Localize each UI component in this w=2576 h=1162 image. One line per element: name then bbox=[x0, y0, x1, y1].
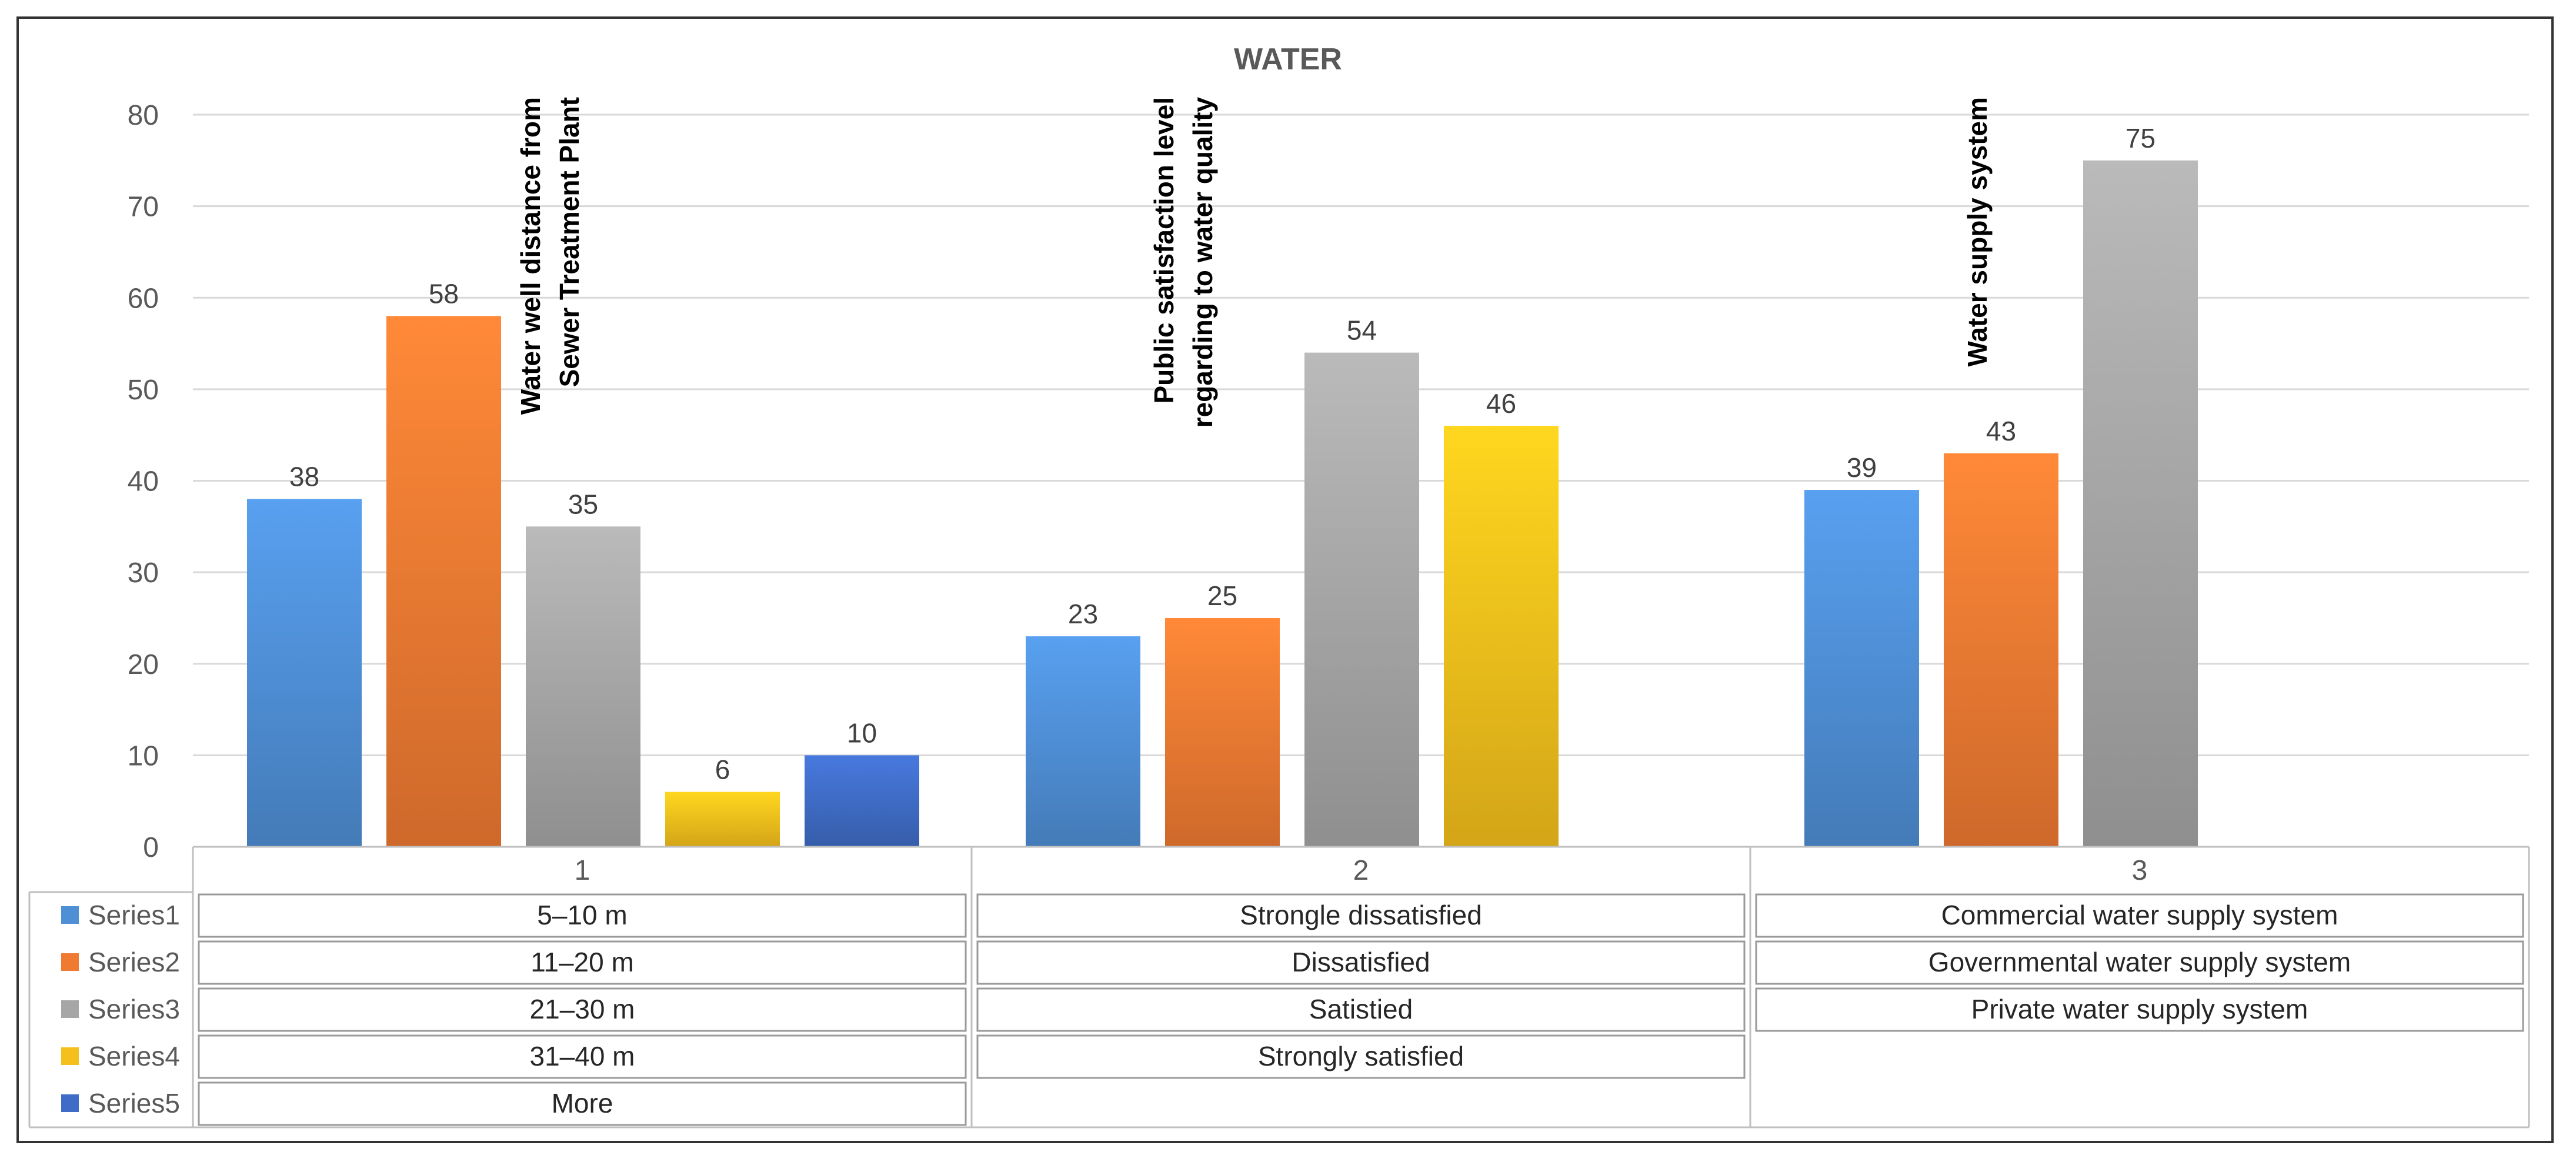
table-cell-box bbox=[976, 940, 1746, 985]
table-cell-box bbox=[198, 987, 967, 1032]
bar-series3-cat3 bbox=[2083, 160, 2198, 847]
annotation-cat3: Water supply system bbox=[1962, 97, 1993, 366]
table-cell: Private water supply system bbox=[1971, 994, 2308, 1024]
table-cell: Strongle dissatisfied bbox=[1240, 900, 1482, 930]
legend-key-series1 bbox=[61, 906, 79, 924]
legend-key-series3 bbox=[61, 1000, 79, 1018]
table-cell-box bbox=[976, 893, 1746, 938]
y-tick-label: 20 bbox=[128, 649, 159, 680]
table-cell: Governmental water supply system bbox=[1928, 947, 2351, 977]
bar-series5-cat1 bbox=[805, 755, 919, 847]
table-cell-box bbox=[198, 940, 967, 985]
bar-series4-cat2 bbox=[1444, 426, 1559, 847]
category-label: 3 bbox=[2132, 855, 2148, 886]
bar-series2-cat3 bbox=[1944, 453, 2058, 847]
data-label: 39 bbox=[1847, 452, 1877, 483]
y-tick-label: 70 bbox=[128, 192, 159, 223]
legend-series-name: Series5 bbox=[88, 1088, 180, 1118]
legend-series-name: Series4 bbox=[88, 1041, 180, 1071]
table-cell: 21–30 m bbox=[529, 994, 635, 1024]
annotation-line: Public satisfaction level bbox=[1149, 97, 1179, 404]
data-label: 6 bbox=[715, 754, 730, 785]
table-cell-box bbox=[198, 1034, 967, 1079]
legend-key-series4 bbox=[61, 1047, 79, 1065]
category-label: 2 bbox=[1353, 855, 1369, 886]
annotation-line: Water well distance from bbox=[515, 97, 546, 415]
category-label: 1 bbox=[575, 855, 590, 886]
table-cell: Strongly satisfied bbox=[1258, 1041, 1464, 1071]
bar-series1-cat2 bbox=[1026, 636, 1140, 847]
table-cell: Commercial water supply system bbox=[1941, 900, 2338, 930]
table-cell: 31–40 m bbox=[529, 1041, 635, 1071]
annotation-line: Sewer Treatment Plant bbox=[554, 97, 585, 387]
annotation-line: Water supply system bbox=[1962, 97, 1993, 366]
y-tick-label: 60 bbox=[128, 283, 159, 314]
data-label: 54 bbox=[1347, 315, 1377, 346]
bar-series1-cat1 bbox=[247, 499, 362, 847]
chart-title: WATER bbox=[1234, 42, 1342, 76]
table-cell-box bbox=[1755, 893, 2524, 938]
table-cell-box bbox=[1755, 940, 2524, 985]
y-tick-label: 80 bbox=[128, 100, 159, 131]
table-cell-box bbox=[198, 1081, 967, 1126]
bar-series1-cat3 bbox=[1804, 490, 1919, 847]
table-cell: 11–20 m bbox=[530, 947, 634, 977]
bars bbox=[247, 160, 2198, 847]
annotations: Water well distance from Sewer Treatment … bbox=[515, 97, 1993, 428]
y-tick-label: 30 bbox=[128, 557, 159, 589]
table-cell-box bbox=[1755, 987, 2524, 1032]
y-tick-label: 50 bbox=[128, 375, 159, 406]
data-table: 1 2 3 Series1 5–10 m Strongle dissatisfied Com… bbox=[28, 846, 2530, 1128]
bar-series4-cat1 bbox=[665, 792, 780, 847]
bar-series2-cat1 bbox=[386, 316, 501, 847]
table-cell-box bbox=[976, 987, 1746, 1032]
data-label: 46 bbox=[1486, 388, 1516, 419]
bar-series3-cat1 bbox=[526, 526, 640, 847]
data-label: 58 bbox=[429, 278, 459, 309]
bar-series2-cat2 bbox=[1165, 617, 1280, 847]
data-label: 43 bbox=[1986, 416, 2016, 446]
data-label: 38 bbox=[289, 462, 319, 492]
legend-key-series2 bbox=[61, 953, 79, 971]
data-labels: 38 58 35 6 10 23 25 54 46 39 43 75 bbox=[289, 123, 2155, 785]
table-cell: Dissatisfied bbox=[1292, 947, 1430, 977]
y-tick-label: 10 bbox=[128, 740, 159, 772]
data-label: 10 bbox=[847, 717, 877, 748]
data-label: 25 bbox=[1207, 580, 1237, 611]
annotation-cat2: Public satisfaction level regarding to wa… bbox=[1149, 97, 1218, 428]
y-axis: 0 10 20 30 40 50 60 70 80 bbox=[128, 100, 159, 863]
y-tick-label: 0 bbox=[143, 832, 159, 863]
table-cell-box bbox=[976, 1034, 1746, 1079]
y-tick-label: 40 bbox=[128, 466, 159, 497]
annotation-line: regarding to water quality bbox=[1187, 97, 1218, 428]
legend-series-name: Series1 bbox=[88, 900, 180, 930]
bar-series3-cat2 bbox=[1304, 352, 1419, 847]
table-cell-box bbox=[198, 893, 967, 938]
legend-key-series5 bbox=[61, 1094, 79, 1112]
table-cell: More bbox=[552, 1088, 613, 1118]
data-label: 23 bbox=[1068, 599, 1098, 629]
table-cell: 5–10 m bbox=[537, 900, 627, 930]
legend-series-name: Series3 bbox=[88, 994, 180, 1024]
table-cell: Satistied bbox=[1309, 994, 1413, 1024]
data-label: 35 bbox=[568, 489, 598, 519]
data-label: 75 bbox=[2125, 123, 2155, 153]
legend-series-name: Series2 bbox=[88, 947, 180, 977]
annotation-cat1: Water well distance from Sewer Treatment … bbox=[515, 97, 585, 415]
